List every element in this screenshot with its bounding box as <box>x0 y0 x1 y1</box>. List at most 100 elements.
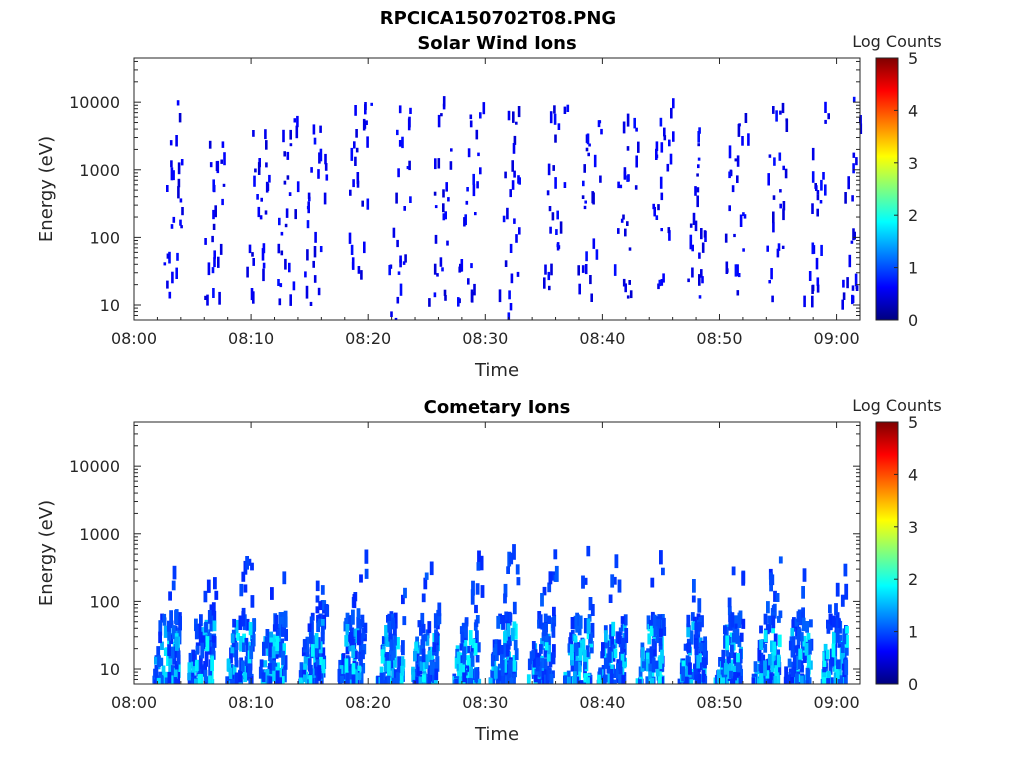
heatmap-cell <box>434 668 439 681</box>
heatmap-cell <box>232 672 237 684</box>
heatmap-cell <box>770 652 775 662</box>
heatmap-cell <box>616 663 620 679</box>
heatmap-cell <box>282 571 287 585</box>
heatmap-cell <box>321 659 326 674</box>
heatmap-cell <box>640 647 645 662</box>
heatmap-cell <box>497 670 502 682</box>
heatmap-cell <box>581 575 585 589</box>
heatmap-cell <box>204 651 209 667</box>
heatmap-cell <box>563 182 567 188</box>
heatmap-cell <box>479 555 484 571</box>
heatmap-cell <box>691 267 694 278</box>
heatmap-cell <box>424 572 429 580</box>
heatmap-cell <box>655 215 659 220</box>
heatmap-cell <box>195 645 200 655</box>
heatmap-cell <box>314 649 319 658</box>
heatmap-cell <box>725 647 730 657</box>
heatmap-cell <box>293 118 297 123</box>
heatmap-cell <box>734 264 738 277</box>
heatmap-cell <box>633 117 636 129</box>
heatmap-cell <box>404 254 407 263</box>
heatmap-cell <box>824 184 827 196</box>
heatmap-cell <box>437 613 442 625</box>
heatmap-cell <box>351 609 355 625</box>
heatmap-cell <box>479 112 482 119</box>
y-tick-label: 100 <box>89 592 120 611</box>
heatmap-cell <box>399 673 404 684</box>
heatmap-cell <box>703 230 707 238</box>
heatmap-cell <box>229 647 233 664</box>
heatmap-cell <box>543 658 548 673</box>
heatmap-cell <box>803 295 806 308</box>
heatmap-cell <box>470 589 475 605</box>
heatmap-cell <box>409 107 412 114</box>
heatmap-cell <box>855 157 858 166</box>
heatmap-cell <box>163 262 167 266</box>
heatmap-cell <box>208 675 212 684</box>
heatmap-cell <box>243 584 248 593</box>
heatmap-cell <box>618 627 623 636</box>
heatmap-cell <box>666 163 670 172</box>
heatmap-cell <box>207 262 211 276</box>
heatmap-cell <box>773 157 776 166</box>
heatmap-cell <box>384 625 388 637</box>
heatmap-cell <box>839 675 843 684</box>
heatmap-cell <box>280 676 285 684</box>
heatmap-cell <box>325 604 330 617</box>
heatmap-cell <box>507 551 512 567</box>
heatmap-cell <box>480 585 485 598</box>
heatmap-cell <box>418 676 423 684</box>
heatmap-cell <box>737 123 741 137</box>
heatmap-cell <box>687 642 692 653</box>
heatmap-cell <box>772 222 775 233</box>
heatmap-cell <box>772 211 775 224</box>
heatmap-cell <box>250 562 254 571</box>
x-tick-label: 08:20 <box>345 329 391 348</box>
heatmap-cell <box>462 658 466 667</box>
heatmap-cell <box>613 679 617 684</box>
heatmap-cell <box>773 676 778 684</box>
heatmap-cell <box>809 619 813 628</box>
heatmap-cell <box>319 148 323 162</box>
heatmap-cell <box>852 163 855 174</box>
heatmap-cell <box>264 129 267 140</box>
heatmap-cell <box>356 608 361 619</box>
heatmap-cell <box>420 612 425 629</box>
heatmap-cell <box>475 655 480 663</box>
heatmap-cell <box>540 638 544 650</box>
heatmap-cell <box>504 171 507 179</box>
heatmap-cell <box>357 266 361 274</box>
heatmap-cell <box>772 195 776 200</box>
heatmap-cell <box>692 579 696 593</box>
heatmap-cell <box>234 658 239 667</box>
heatmap-cell <box>826 678 830 684</box>
heatmap-cell <box>383 680 388 684</box>
heatmap-cell <box>268 676 273 684</box>
heatmap-cell <box>269 631 274 644</box>
heatmap-cell <box>606 665 611 674</box>
heatmap-cell <box>607 648 612 663</box>
heatmap-cell <box>234 646 239 661</box>
heatmap-cell <box>445 182 448 192</box>
heatmap-cell <box>549 226 552 234</box>
heatmap-cell <box>537 678 542 684</box>
heatmap-cell <box>696 173 699 177</box>
heatmap-cell <box>790 627 795 637</box>
heatmap-cell <box>359 574 363 583</box>
heatmap-cell <box>593 154 597 168</box>
heatmap-cell <box>573 635 578 643</box>
heatmap-cell <box>816 190 820 195</box>
heatmap-cell <box>806 632 811 643</box>
heatmap-cell <box>624 228 627 237</box>
heatmap-cell <box>794 618 799 627</box>
heatmap-cell <box>807 677 812 684</box>
heatmap-cell <box>421 648 426 663</box>
heatmap-cell <box>315 659 320 667</box>
heatmap-cell <box>701 669 706 683</box>
heatmap-cell <box>277 279 280 286</box>
heatmap-cell <box>597 674 601 684</box>
heatmap-cell <box>401 594 405 605</box>
heatmap-cell <box>211 641 216 655</box>
heatmap-cell <box>241 611 246 627</box>
heatmap-cell <box>225 676 230 684</box>
